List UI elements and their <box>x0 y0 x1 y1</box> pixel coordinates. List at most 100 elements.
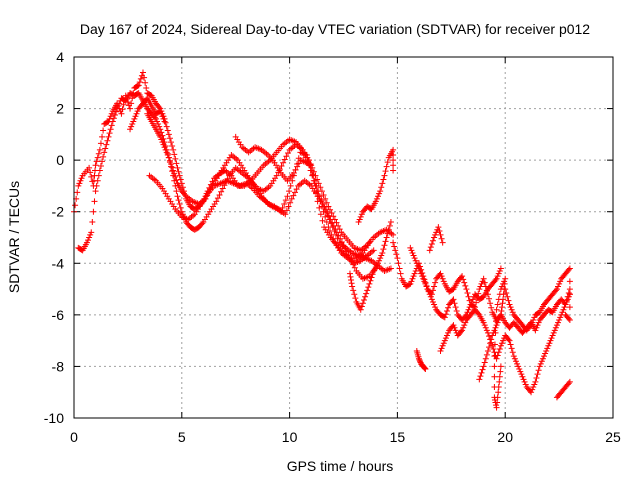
data-point <box>134 83 141 90</box>
data-point <box>533 324 540 331</box>
data-point <box>562 311 569 318</box>
data-point <box>175 197 182 204</box>
x-tick-label: 20 <box>497 429 513 445</box>
data-point <box>535 319 542 326</box>
data-point <box>483 351 490 358</box>
data-point <box>397 270 404 277</box>
data-point <box>529 319 536 326</box>
data-point <box>484 347 491 354</box>
data-point <box>114 105 121 112</box>
data-point <box>293 186 300 193</box>
data-point <box>516 366 523 373</box>
data-point <box>177 204 184 211</box>
data-point <box>357 306 364 313</box>
data-point <box>105 133 112 140</box>
data-point <box>482 324 489 331</box>
data-point <box>352 295 359 302</box>
data-point <box>207 181 214 188</box>
data-point <box>498 304 505 311</box>
data-point <box>96 167 103 174</box>
data-point <box>416 356 423 363</box>
data-point <box>340 242 347 249</box>
data-point <box>464 309 471 316</box>
data-point <box>308 162 315 169</box>
data-point <box>486 333 493 340</box>
data-point <box>478 280 485 287</box>
data-point <box>358 211 365 218</box>
data-point <box>380 176 387 183</box>
data-point <box>381 172 388 179</box>
data-point <box>504 293 511 300</box>
data-point <box>442 311 449 318</box>
data-point <box>349 283 356 290</box>
data-point <box>88 173 95 180</box>
data-point <box>531 314 538 321</box>
data-point <box>503 289 510 296</box>
data-point <box>492 324 499 331</box>
series-track-k <box>426 224 446 254</box>
data-point <box>350 287 357 294</box>
data-point <box>514 360 521 367</box>
data-point <box>493 322 500 329</box>
data-point <box>493 306 500 313</box>
data-point <box>563 313 570 320</box>
data-point <box>553 322 560 329</box>
data-point <box>415 265 422 272</box>
data-point <box>163 149 170 156</box>
data-point <box>357 213 364 220</box>
data-point <box>413 260 420 267</box>
data-point <box>486 295 493 302</box>
data-point <box>322 213 329 220</box>
data-point <box>374 193 381 200</box>
data-point <box>390 146 397 153</box>
data-point <box>387 219 394 226</box>
data-point <box>408 278 415 285</box>
data-point <box>419 273 426 280</box>
series-track-n <box>502 265 573 334</box>
data-point <box>480 363 487 370</box>
data-point <box>498 283 505 290</box>
data-point <box>316 204 323 211</box>
data-point <box>314 176 321 183</box>
data-point <box>479 366 486 373</box>
data-point <box>284 193 291 200</box>
data-point <box>157 133 164 140</box>
data-point <box>429 237 436 244</box>
data-point <box>496 378 503 385</box>
data-point <box>411 270 418 277</box>
y-tick-label: 0 <box>56 152 64 168</box>
data-point <box>428 296 435 303</box>
data-point <box>177 176 184 183</box>
data-point <box>482 355 489 362</box>
data-point <box>534 322 541 329</box>
data-point <box>461 322 468 329</box>
data-point <box>432 231 439 238</box>
data-point <box>464 289 471 296</box>
data-point <box>509 349 516 356</box>
data-point <box>164 127 171 134</box>
data-point <box>310 168 317 175</box>
data-point <box>507 341 514 348</box>
data-point <box>542 350 549 357</box>
data-point <box>156 123 163 130</box>
data-point <box>495 384 502 391</box>
data-point <box>495 349 502 356</box>
data-point <box>115 102 122 109</box>
data-point <box>142 79 149 86</box>
data-point <box>109 118 116 125</box>
data-point <box>496 346 503 353</box>
data-point <box>161 118 168 125</box>
data-point <box>364 287 371 294</box>
data-point <box>110 115 117 122</box>
data-point <box>327 216 334 223</box>
data-point <box>550 329 557 336</box>
data-point <box>376 190 383 197</box>
data-point <box>281 156 288 163</box>
data-point <box>358 303 365 310</box>
x-tick-label: 15 <box>390 429 406 445</box>
data-point <box>379 249 386 256</box>
data-point <box>509 309 516 316</box>
data-point <box>287 182 294 189</box>
data-point <box>382 238 389 245</box>
data-point <box>131 115 138 122</box>
